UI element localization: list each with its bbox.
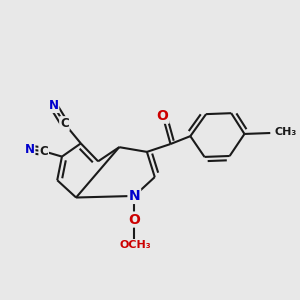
Text: O: O — [157, 109, 169, 123]
Text: C: C — [39, 145, 48, 158]
Text: C: C — [60, 117, 69, 130]
Text: OCH₃: OCH₃ — [120, 240, 152, 250]
Text: N: N — [48, 99, 59, 112]
Text: N: N — [128, 189, 140, 203]
Text: CH₃: CH₃ — [274, 127, 297, 136]
Text: O: O — [128, 212, 140, 226]
Text: N: N — [25, 143, 34, 156]
